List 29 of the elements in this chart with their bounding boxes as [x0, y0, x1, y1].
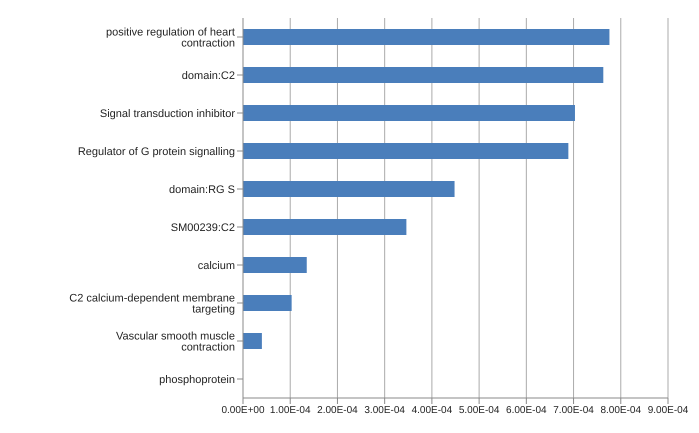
bar — [243, 181, 455, 197]
y-tick-label: C2 calcium-dependent membrane targeting — [69, 292, 235, 316]
x-tick-label: 1.00E-04 — [270, 405, 311, 416]
y-tick-label: domain:C2 — [182, 70, 235, 82]
bar — [243, 219, 406, 235]
x-tick-label: 3.00E-04 — [364, 405, 406, 416]
bar — [243, 295, 292, 311]
y-tick-label: calcium — [198, 260, 235, 272]
x-tick-label: 8.00E-04 — [600, 405, 642, 416]
y-tick-label: phosphoprotein — [159, 374, 235, 386]
bar — [243, 67, 604, 83]
y-tick-label: domain:RG S — [168, 184, 235, 196]
x-tick-label: 4.00E-04 — [412, 405, 453, 416]
x-tick-label: 0.00E+00 — [221, 405, 265, 416]
y-tick-label: Regulator of G protein signalling — [78, 146, 235, 158]
x-tick-label: 2.00E-04 — [317, 405, 358, 416]
x-tick-label: 5.00E-04 — [458, 405, 500, 416]
bar — [243, 257, 307, 273]
x-tick-label: 9.00E-04 — [648, 405, 689, 416]
y-tick-label: Vascular smooth muscle contraction — [116, 330, 235, 354]
y-tick-label: positive regulation of heart contraction — [106, 26, 235, 50]
bar — [243, 29, 610, 45]
bar — [243, 333, 262, 349]
bar — [243, 105, 575, 121]
x-tick-label: 6.00E-04 — [506, 405, 548, 416]
y-tick-label: Signal transduction inhibitor — [100, 108, 236, 120]
y-tick-label: SM00239:C2 — [170, 222, 235, 234]
bar — [243, 143, 568, 159]
x-tick-label: 7.00E-04 — [553, 405, 594, 416]
